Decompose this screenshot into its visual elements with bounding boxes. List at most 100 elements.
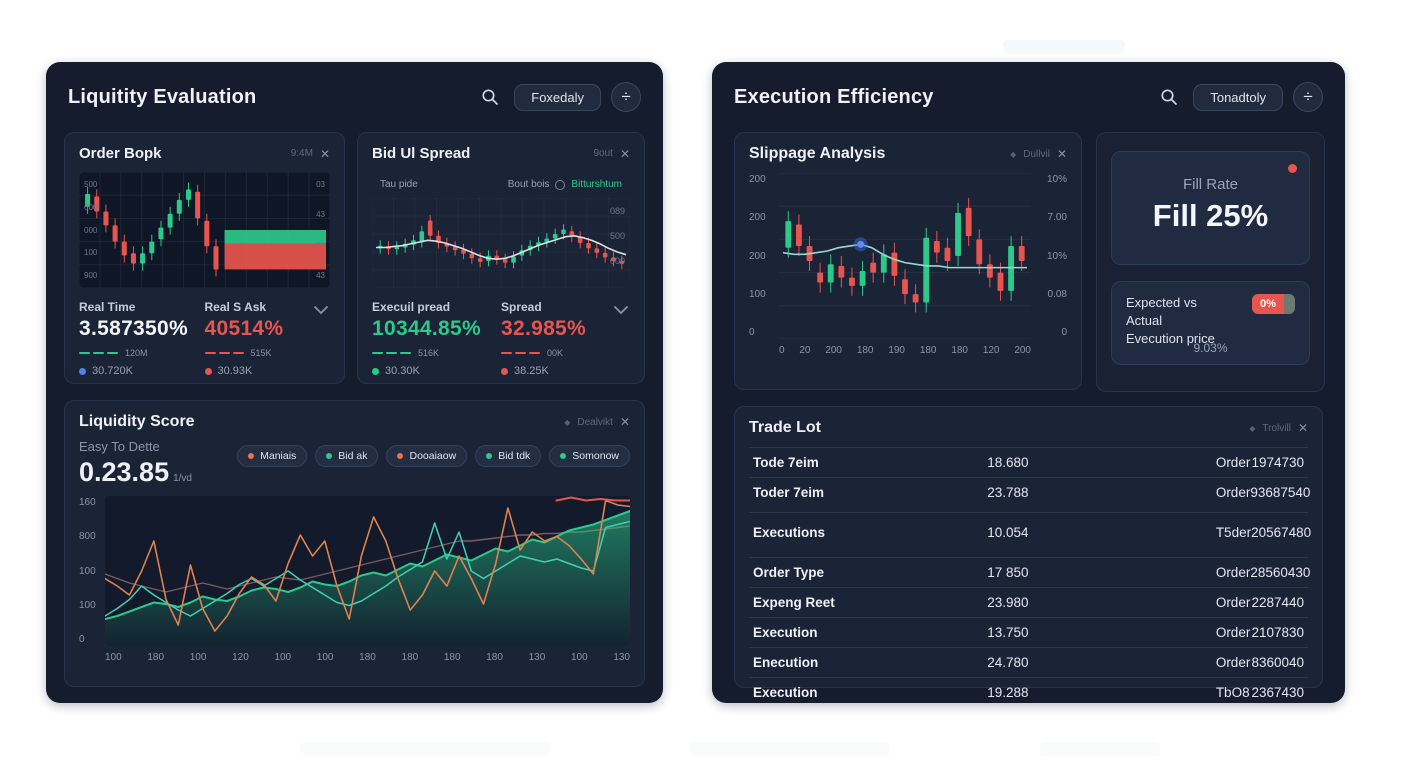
filter-pill[interactable]: Dooaiaow <box>386 445 468 467</box>
stat-block: Spread 32.985% 00K 38.25K <box>501 300 630 377</box>
trade-name: Toder 7eim <box>753 485 825 500</box>
candlestick-plot <box>372 197 630 288</box>
axis-label: 100 <box>79 565 96 577</box>
table-row[interactable]: Execution 13.750 Order 2107830 <box>749 617 1308 647</box>
trade-name: Order Type <box>753 565 825 580</box>
divide-icon[interactable]: ÷ <box>611 82 641 112</box>
expected-sub-value: 9.03% <box>1193 341 1228 355</box>
legend-dash <box>218 352 230 354</box>
search-icon[interactable] <box>1155 83 1183 111</box>
trade-qty: 10.054 <box>987 525 1029 540</box>
table-row[interactable]: Order Type 17 850 Order 28560430 <box>749 557 1311 587</box>
table-row[interactable]: Executions 10.054 T5der 20567480 <box>749 512 1311 552</box>
filter-pill[interactable]: Maniais <box>237 445 308 467</box>
card-title: Bid Ul Spread <box>372 145 471 162</box>
badge-tab <box>1284 294 1295 314</box>
legend-dash <box>529 352 540 354</box>
trade-id: 93687540 <box>1250 485 1311 500</box>
status-dot <box>79 367 86 375</box>
trade-id: 28560430 <box>1250 565 1311 580</box>
axis-label: 130 <box>613 652 630 663</box>
trade-type: Order <box>1215 565 1251 580</box>
axis-label: 100 <box>189 652 207 663</box>
table-row[interactable]: Execution 19.288 TbO8 2367430 <box>749 677 1308 707</box>
filter-pill[interactable]: Bid tdk <box>475 445 542 467</box>
toolbar: Foxedaly ÷ <box>476 82 641 112</box>
close-icon[interactable]: ✕ <box>319 146 330 161</box>
period-button[interactable]: Tonadtoly <box>1193 83 1283 111</box>
stat-label: Spread <box>501 300 542 314</box>
legend-dash <box>400 352 411 354</box>
dot-label: 30.93K <box>217 365 253 377</box>
axis-label: 100 <box>79 599 96 611</box>
legend-dash <box>232 352 244 354</box>
legend-text: 516K <box>418 348 440 358</box>
pill-label: Dooaiaow <box>409 450 457 462</box>
legend-dash <box>515 352 526 354</box>
trade-id: 2367430 <box>1251 685 1304 700</box>
axis-label: 160 <box>79 497 96 508</box>
axis-label: 200 <box>749 174 766 185</box>
legend-dash <box>372 352 383 354</box>
stat-legend: 120M <box>79 348 205 358</box>
diamond-icon: ◆ <box>1249 423 1256 433</box>
trade-type: T5der <box>1215 525 1252 540</box>
axis-label: 10% <box>1046 250 1067 262</box>
stat-label: Real S Ask <box>204 300 267 314</box>
axis-label: 120 <box>232 652 249 663</box>
close-icon[interactable]: ✕ <box>1056 147 1067 161</box>
divide-icon[interactable]: ÷ <box>1293 82 1323 112</box>
axis-label: 190 <box>888 345 905 356</box>
bid-spread-chart: Tau pide Bout bois Bitturshtum 089 500 000 <box>372 172 630 288</box>
axis-label: 200 <box>825 345 842 356</box>
table-row[interactable]: Tode 7eim 18.680 Order 1974730 <box>749 447 1308 477</box>
axis-label: 180 <box>951 345 968 356</box>
close-icon[interactable]: ✕ <box>619 415 630 429</box>
table-row[interactable]: Enecution 24.780 Order 8360040 <box>749 647 1308 677</box>
page-title: Liquitity Evaluation <box>68 85 257 108</box>
trade-name: Execution <box>753 625 818 640</box>
filter-pill[interactable]: Somonow <box>549 445 630 467</box>
trade-lot-card: Trade Lot ◆ Trolvill ✕ Tode 7eim 18.680 Or… <box>734 406 1323 700</box>
status-dot <box>204 367 212 375</box>
filter-pills: Maniais Bid ak Dooaiaow Bid tdk Somonow <box>237 445 630 467</box>
pill-label: Bid ak <box>338 450 368 462</box>
close-icon[interactable]: ✕ <box>1297 421 1308 435</box>
legend-dash <box>386 352 397 354</box>
table-row[interactable]: Expeng Reet 23.980 Order 2287440 <box>749 587 1308 617</box>
search-icon[interactable] <box>476 83 504 111</box>
trade-id: 2107830 <box>1251 625 1304 640</box>
legend-label: Bout bois <box>507 179 550 190</box>
chevron-down-icon[interactable] <box>314 302 328 320</box>
trade-type: Order <box>1215 455 1251 470</box>
legend-text: 00K <box>547 348 564 358</box>
filter-pill[interactable]: Bid ak <box>315 445 379 467</box>
axis-label: 180 <box>919 345 937 356</box>
card-title: Trade Lot <box>749 419 822 436</box>
axis-label: 180 <box>856 345 874 356</box>
x-axis-labels: 0 20 200 180 190 180 180 120 200 <box>749 345 1067 356</box>
pill-dot <box>560 453 567 459</box>
score-subtitle: Easy To Dette <box>79 439 160 454</box>
period-button[interactable]: Foxedaly <box>514 83 601 111</box>
stat-dot-row: 38.25K <box>501 365 630 377</box>
toggle-icon[interactable] <box>555 179 566 190</box>
toolbar: Tonadtoly ÷ <box>1155 82 1323 112</box>
fill-rate-card: Fill Rate Fill 25% <box>1111 151 1310 265</box>
trade-id: 2287440 <box>1251 595 1304 610</box>
legend-dash <box>107 352 118 354</box>
close-icon[interactable]: ✕ <box>619 146 630 161</box>
card-meta-label: 9:4M <box>290 148 313 159</box>
expected-vs-actual-card: Expected vs Actual Evecution price 0% 9.… <box>1111 281 1310 365</box>
stat-value: 40514% <box>204 317 284 340</box>
chevron-down-icon[interactable] <box>614 302 628 320</box>
axis-label: 180 <box>443 652 461 663</box>
dot-label: 30.30K <box>385 365 420 377</box>
chart-legend: Bout bois Bitturshtum <box>508 179 622 190</box>
stat-dot-row: 30.30K <box>372 365 501 377</box>
card-meta-label: 9out <box>593 148 613 159</box>
axis-label: 0.08 <box>1047 288 1067 300</box>
stat-value: 3.587350% <box>79 317 188 340</box>
card-title: Order Bopk <box>79 145 162 162</box>
table-row[interactable]: Toder 7eim 23.788 Order 93687540 <box>749 477 1311 507</box>
